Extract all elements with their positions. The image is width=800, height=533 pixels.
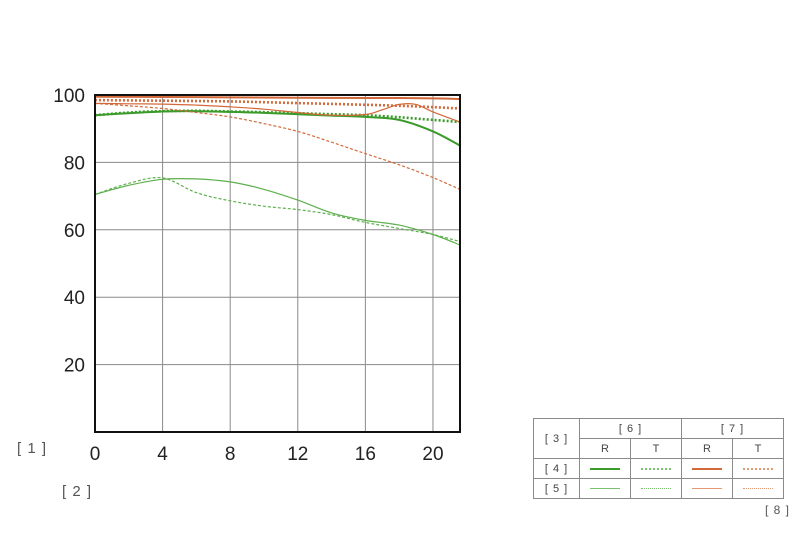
x-tick-label: 16	[355, 444, 376, 465]
legend-subhead-t2: T	[732, 438, 784, 459]
note-1: [ 1 ]	[17, 440, 48, 457]
series-line-g-thin-r	[94, 177, 461, 246]
legend-subhead-r1: R	[579, 438, 631, 459]
legend-swatch-orange-thin-dotted	[743, 488, 773, 490]
series-line-o-thin-t	[94, 102, 461, 190]
legend-swatch-orange-thin-solid	[692, 488, 722, 490]
series-line-g-thick-t	[94, 109, 461, 124]
legend-swatch-cell	[630, 478, 682, 499]
plot-frame	[94, 94, 461, 433]
y-tick-labels: 20 40 60 80 100	[53, 86, 85, 377]
legend-swatch-green-thin-dotted	[641, 488, 671, 490]
grid-lines	[95, 95, 460, 432]
legend-subhead-t1: T	[630, 438, 682, 459]
y-tick-label: 20	[64, 356, 85, 377]
legend-swatch-cell	[732, 458, 784, 479]
y-tick-label: 40	[64, 288, 85, 309]
legend-swatch-green-thick-dotted	[641, 467, 671, 470]
x-tick-label: 12	[287, 444, 308, 465]
x-tick-label: 8	[225, 444, 236, 465]
series-line-g-thin-t	[94, 176, 461, 243]
y-tick-label: 80	[64, 153, 85, 174]
y-tick-label: 100	[53, 86, 85, 107]
legend-table: [ 3 ] [ 6 ] [ 7 ] R T R T [ 4 ] [ 5 ]	[533, 418, 784, 499]
legend-swatch-cell	[630, 458, 682, 479]
x-tick-label: 4	[157, 444, 168, 465]
legend-swatch-green-thick-solid	[590, 467, 620, 470]
series-line-o-thick-t	[94, 98, 461, 110]
legend-corner: [ 3 ]	[533, 418, 580, 459]
x-tick-label: 0	[90, 444, 101, 465]
series-line-o-thin-r	[94, 102, 461, 123]
legend-group-1: [ 6 ]	[579, 418, 682, 439]
note-2: [ 2 ]	[62, 483, 93, 500]
legend-swatch-orange-thick-dotted	[743, 467, 773, 470]
legend-row-1-label: [ 4 ]	[533, 458, 580, 479]
series-line-o-thick-r	[94, 95, 461, 100]
y-tick-label: 60	[64, 221, 85, 242]
legend-swatch-cell	[732, 478, 784, 499]
legend-swatch-orange-thick-solid	[692, 467, 722, 470]
series-lines	[94, 95, 461, 246]
legend-swatch-cell	[681, 478, 733, 499]
legend-group-2: [ 7 ]	[681, 418, 784, 439]
x-tick-label: 20	[422, 444, 443, 465]
note-8: [ 8 ]	[765, 503, 791, 517]
x-tick-labels: 0 4 8 12 16 20	[90, 444, 444, 465]
legend-subhead-r2: R	[681, 438, 733, 459]
legend-swatch-cell	[579, 478, 631, 499]
legend-swatch-green-thin-solid	[590, 488, 620, 490]
legend-swatch-cell	[681, 458, 733, 479]
legend-row-2-label: [ 5 ]	[533, 478, 580, 499]
series-line-g-thick-r	[94, 110, 461, 147]
legend-swatch-cell	[579, 458, 631, 479]
